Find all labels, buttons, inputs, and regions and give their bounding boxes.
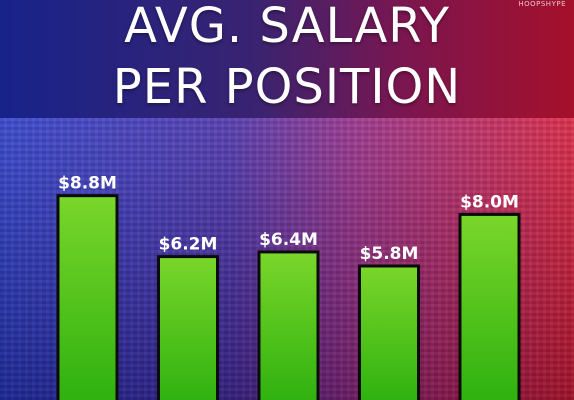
bar-4: [358, 264, 420, 400]
bar-2: [157, 255, 219, 400]
bar-value-label-2: $6.2M: [159, 235, 218, 255]
bar-value-label-1: $8.8M: [58, 174, 117, 194]
bar-value-label-5: $8.0M: [460, 192, 519, 212]
title-banner: [0, 0, 574, 118]
bar-1: [56, 194, 119, 400]
chart-title-line-1: AVG. SALARY: [124, 0, 450, 54]
chart-title-line-2: PER POSITION: [112, 59, 462, 115]
bars-group: [56, 194, 521, 400]
watermark-logo: HOOPSHYPE: [518, 0, 566, 8]
data-labels-group: $8.8M $6.2M $6.4M $5.8M $8.0M: [58, 174, 519, 264]
bar-value-label-3: $6.4M: [259, 230, 318, 250]
bar-3: [257, 250, 320, 400]
bar-value-label-4: $5.8M: [360, 244, 419, 264]
bar-5: [458, 212, 521, 400]
